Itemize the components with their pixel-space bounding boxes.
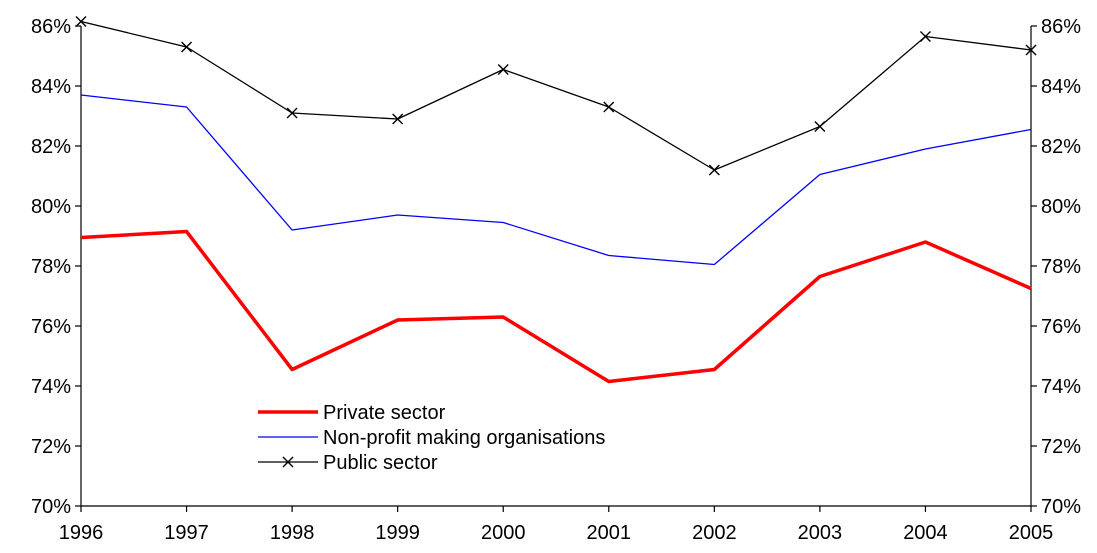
data-point-public-sector (919, 31, 931, 42)
x-tick-label: 1999 (375, 522, 420, 544)
x-tick-label: 2002 (692, 522, 737, 544)
series-line-non-profit-making-organisations (80, 94, 1032, 266)
series-non-profit-making-organisations (80, 94, 1032, 266)
series-line-private-sector (80, 229, 1032, 384)
y-tick-label-right: 76% (1041, 316, 1081, 338)
y-tick-label-left: 70% (31, 496, 71, 518)
x-tick-label: 2000 (481, 522, 526, 544)
y-tick-label-left: 78% (31, 256, 71, 278)
data-point-public-sector (286, 107, 298, 119)
y-tick-label-right: 84% (1041, 76, 1081, 98)
marker-stroke (392, 113, 404, 125)
series-private-sector (80, 229, 1032, 384)
data-point-public-sector (708, 164, 720, 176)
y-tick-label-right: 74% (1041, 376, 1081, 398)
y-tick-label-left: 84% (31, 76, 71, 98)
legend-label: Private sector (323, 402, 446, 424)
marker-stroke (603, 101, 615, 113)
marker-stroke (814, 121, 826, 132)
y-tick-label-right: 72% (1041, 436, 1081, 458)
y-tick-label-left: 74% (31, 376, 71, 398)
data-point-public-sector (814, 121, 826, 132)
data-point-public-sector (603, 101, 615, 113)
marker-stroke (708, 164, 720, 176)
x-tick-label: 1997 (164, 522, 209, 544)
marker-stroke (919, 31, 931, 42)
axes: 70% 70% 72% 72% 74% 74% 76% 76% 78% 78% 80% 80% 82% 8… (31, 16, 1081, 544)
legend-marker (282, 456, 294, 468)
data-point-public-sector (75, 16, 87, 27)
y-tick-label-left: 86% (31, 16, 71, 38)
x-tick-label: 2004 (903, 522, 948, 544)
legend-label: Public sector (323, 452, 438, 474)
series-lines (75, 16, 1037, 384)
legend-item-non-profit-making-organisations: Non-profit making organisations (258, 427, 605, 449)
y-tick-label-right: 82% (1041, 136, 1081, 158)
legend-item-public-sector: Public sector (258, 452, 438, 474)
marker-stroke (282, 456, 294, 468)
y-tick-label-right: 80% (1041, 196, 1081, 218)
y-tick-label-right: 70% (1041, 496, 1081, 518)
data-point-public-sector (497, 64, 509, 75)
data-point-public-sector (392, 113, 404, 125)
marker-stroke (181, 41, 193, 53)
x-tick-label: 2005 (1009, 522, 1054, 544)
series-line-public-sector (80, 20, 1032, 171)
data-point-public-sector (1025, 44, 1037, 56)
y-tick-label-right: 86% (1041, 16, 1081, 38)
x-tick-label: 1998 (270, 522, 315, 544)
series-public-sector (75, 16, 1037, 176)
marker-stroke (1025, 44, 1037, 56)
legend-label: Non-profit making organisations (323, 427, 605, 449)
y-tick-label-left: 76% (31, 316, 71, 338)
y-tick-label-left: 80% (31, 196, 71, 218)
y-tick-label-right: 78% (1041, 256, 1081, 278)
legend: Private sector Non-profit making organisa… (258, 402, 605, 474)
data-point-public-sector (181, 41, 193, 53)
x-tick-label: 1996 (59, 522, 104, 544)
y-tick-label-left: 82% (31, 136, 71, 158)
legend-item-private-sector: Private sector (258, 402, 446, 424)
x-tick-label: 2003 (798, 522, 843, 544)
x-tick-label: 2001 (587, 522, 632, 544)
marker-stroke (75, 16, 87, 27)
marker-stroke (497, 64, 509, 75)
marker-stroke (286, 107, 298, 119)
y-tick-label-left: 72% (31, 436, 71, 458)
